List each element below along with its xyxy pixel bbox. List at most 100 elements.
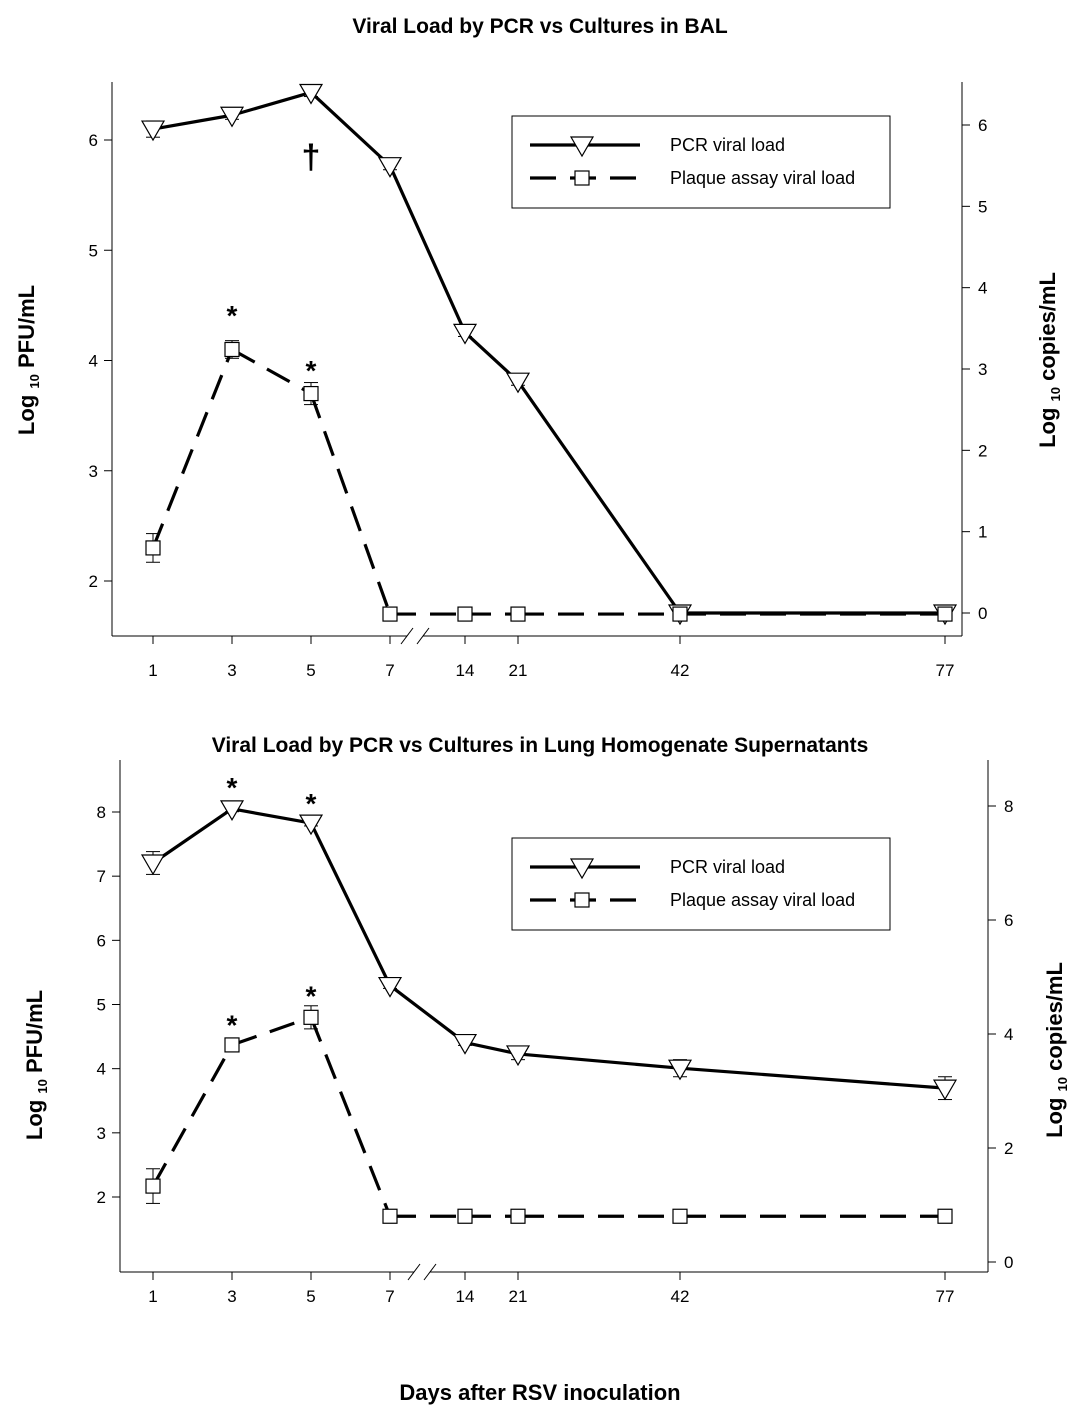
chart-lung-homogenate: Viral Load by PCR vs Cultures in Lung Ho… — [22, 734, 1067, 1306]
data-point-square — [510, 1208, 526, 1224]
y-right-axis-label: Log 10 copies/mL — [1035, 272, 1063, 448]
series-line-segment — [309, 91, 392, 167]
data-point-triangle — [298, 83, 324, 105]
series-line-segment — [464, 1040, 519, 1056]
series-line-segment — [231, 348, 312, 395]
data-point-triangle — [219, 106, 245, 128]
data-point-square — [303, 1009, 319, 1025]
y-right-label-sub: 10 — [1055, 1077, 1067, 1091]
legend: PCR viral load Plaque assay viral load — [511, 837, 891, 931]
y-left-tick-label: 5 — [97, 996, 106, 1015]
asterisk-annotation: * — [227, 300, 238, 331]
y-left-label-sub: 10 — [27, 374, 42, 388]
x-tick-label: 77 — [936, 1287, 955, 1306]
legend-pcr-label: PCR viral load — [670, 135, 785, 155]
y-right-label-main: Log — [1042, 1091, 1067, 1137]
data-point-triangle — [140, 120, 166, 142]
legend-plaque-label: Plaque assay viral load — [670, 890, 855, 910]
legend-pcr-marker — [569, 858, 595, 880]
data-point-square — [224, 341, 240, 358]
x-axis-label: Days after RSV inoculation — [399, 1380, 680, 1405]
y-left-tick-label: 3 — [89, 462, 98, 481]
x-tick-label: 1 — [148, 661, 157, 680]
legend-plaque-label: Plaque assay viral load — [670, 168, 855, 188]
series-line-segment — [231, 1015, 312, 1047]
y-right-tick-label: 2 — [978, 441, 987, 460]
x-tick-label: 21 — [509, 661, 528, 680]
y-right-tick-label: 0 — [1004, 1253, 1013, 1272]
x-tick-label: 5 — [306, 661, 315, 680]
asterisk-annotation: * — [227, 772, 238, 803]
y-left-tick-label: 5 — [89, 241, 98, 260]
series-plaque-assay — [145, 1005, 953, 1224]
y-right-axis-label: Log 10 copies/mL — [1042, 962, 1067, 1138]
y-right-tick-label: 4 — [1004, 1025, 1013, 1044]
chart-title: Viral Load by PCR vs Cultures in Lung Ho… — [212, 734, 869, 757]
data-point-square — [224, 1037, 240, 1053]
series-line-segment — [679, 1066, 946, 1090]
data-point-triangle — [932, 1079, 958, 1101]
y-left-label-sub: 10 — [35, 1079, 50, 1093]
series-line-segment — [309, 822, 392, 987]
series-plaque-assay — [145, 340, 953, 622]
data-point-triangle — [298, 814, 324, 836]
series-line-segment — [517, 1052, 681, 1070]
y-right-label-unit: copies/mL — [1042, 962, 1067, 1077]
series-line-segment — [152, 807, 233, 865]
asterisk-annotation: * — [306, 981, 317, 1012]
x-tick-label: 42 — [671, 1287, 690, 1306]
data-point-square — [303, 385, 319, 402]
data-point-triangle — [452, 323, 478, 345]
series-line-segment — [309, 1016, 392, 1217]
data-point-triangle — [667, 1059, 693, 1081]
series-line-segment — [231, 807, 312, 825]
y-left-tick-label: 8 — [97, 803, 106, 822]
y-right-label-sub: 10 — [1048, 387, 1063, 401]
data-point-triangle — [505, 372, 531, 394]
y-left-axis-label: Log 10 PFU/mL — [14, 285, 42, 435]
x-tick-label: 14 — [456, 1287, 475, 1306]
x-tick-label: 7 — [385, 661, 394, 680]
data-point-square — [457, 1208, 473, 1224]
series-line-segment — [152, 113, 233, 131]
axis-break-mark — [400, 627, 414, 645]
data-point-square — [510, 606, 526, 622]
y-left-tick-label: 2 — [89, 572, 98, 591]
y-left-label-main: Log — [14, 389, 39, 435]
y-left-label-unit: PFU/mL — [22, 990, 47, 1079]
chart-title: Viral Load by PCR vs Cultures in BAL — [352, 15, 728, 38]
x-tick-label: 3 — [227, 1287, 236, 1306]
y-right-tick-label: 1 — [978, 523, 987, 542]
axis-break-mark — [407, 1263, 421, 1281]
y-left-label-main: Log — [22, 1094, 47, 1140]
y-right-tick-label: 6 — [978, 116, 987, 135]
x-tick-label: 21 — [509, 1287, 528, 1306]
legend-plaque-marker — [574, 892, 590, 908]
asterisk-annotation: * — [227, 1010, 238, 1041]
series-line-segment — [151, 348, 234, 549]
x-tick-label: 42 — [671, 661, 690, 680]
axis-break-mark — [416, 627, 430, 645]
axis-break-mark — [423, 1263, 437, 1281]
legend-box — [511, 115, 891, 209]
legend-pcr-label: PCR viral load — [670, 857, 785, 877]
data-point-triangle — [377, 157, 403, 178]
data-point-square — [382, 606, 398, 622]
legend-box — [511, 837, 891, 931]
data-point-square — [937, 606, 953, 622]
y-left-label-unit: PFU/mL — [14, 285, 39, 374]
data-point-triangle — [377, 976, 403, 998]
y-right-tick-label: 4 — [978, 279, 987, 298]
y-left-tick-label: 6 — [97, 931, 106, 950]
y-right-label-unit: copies/mL — [1035, 272, 1060, 387]
series-pcr — [140, 800, 958, 1101]
x-tick-label: 5 — [306, 1287, 315, 1306]
series-line-segment — [516, 380, 682, 614]
y-right-tick-label: 5 — [978, 197, 987, 216]
y-left-tick-label: 2 — [97, 1188, 106, 1207]
y-right-label-main: Log — [1035, 401, 1060, 447]
legend: PCR viral load Plaque assay viral load — [511, 115, 891, 209]
data-point-triangle — [219, 800, 245, 822]
chart-bal: Viral Load by PCR vs Cultures in BAL 1 3 5 7… — [14, 15, 1063, 680]
